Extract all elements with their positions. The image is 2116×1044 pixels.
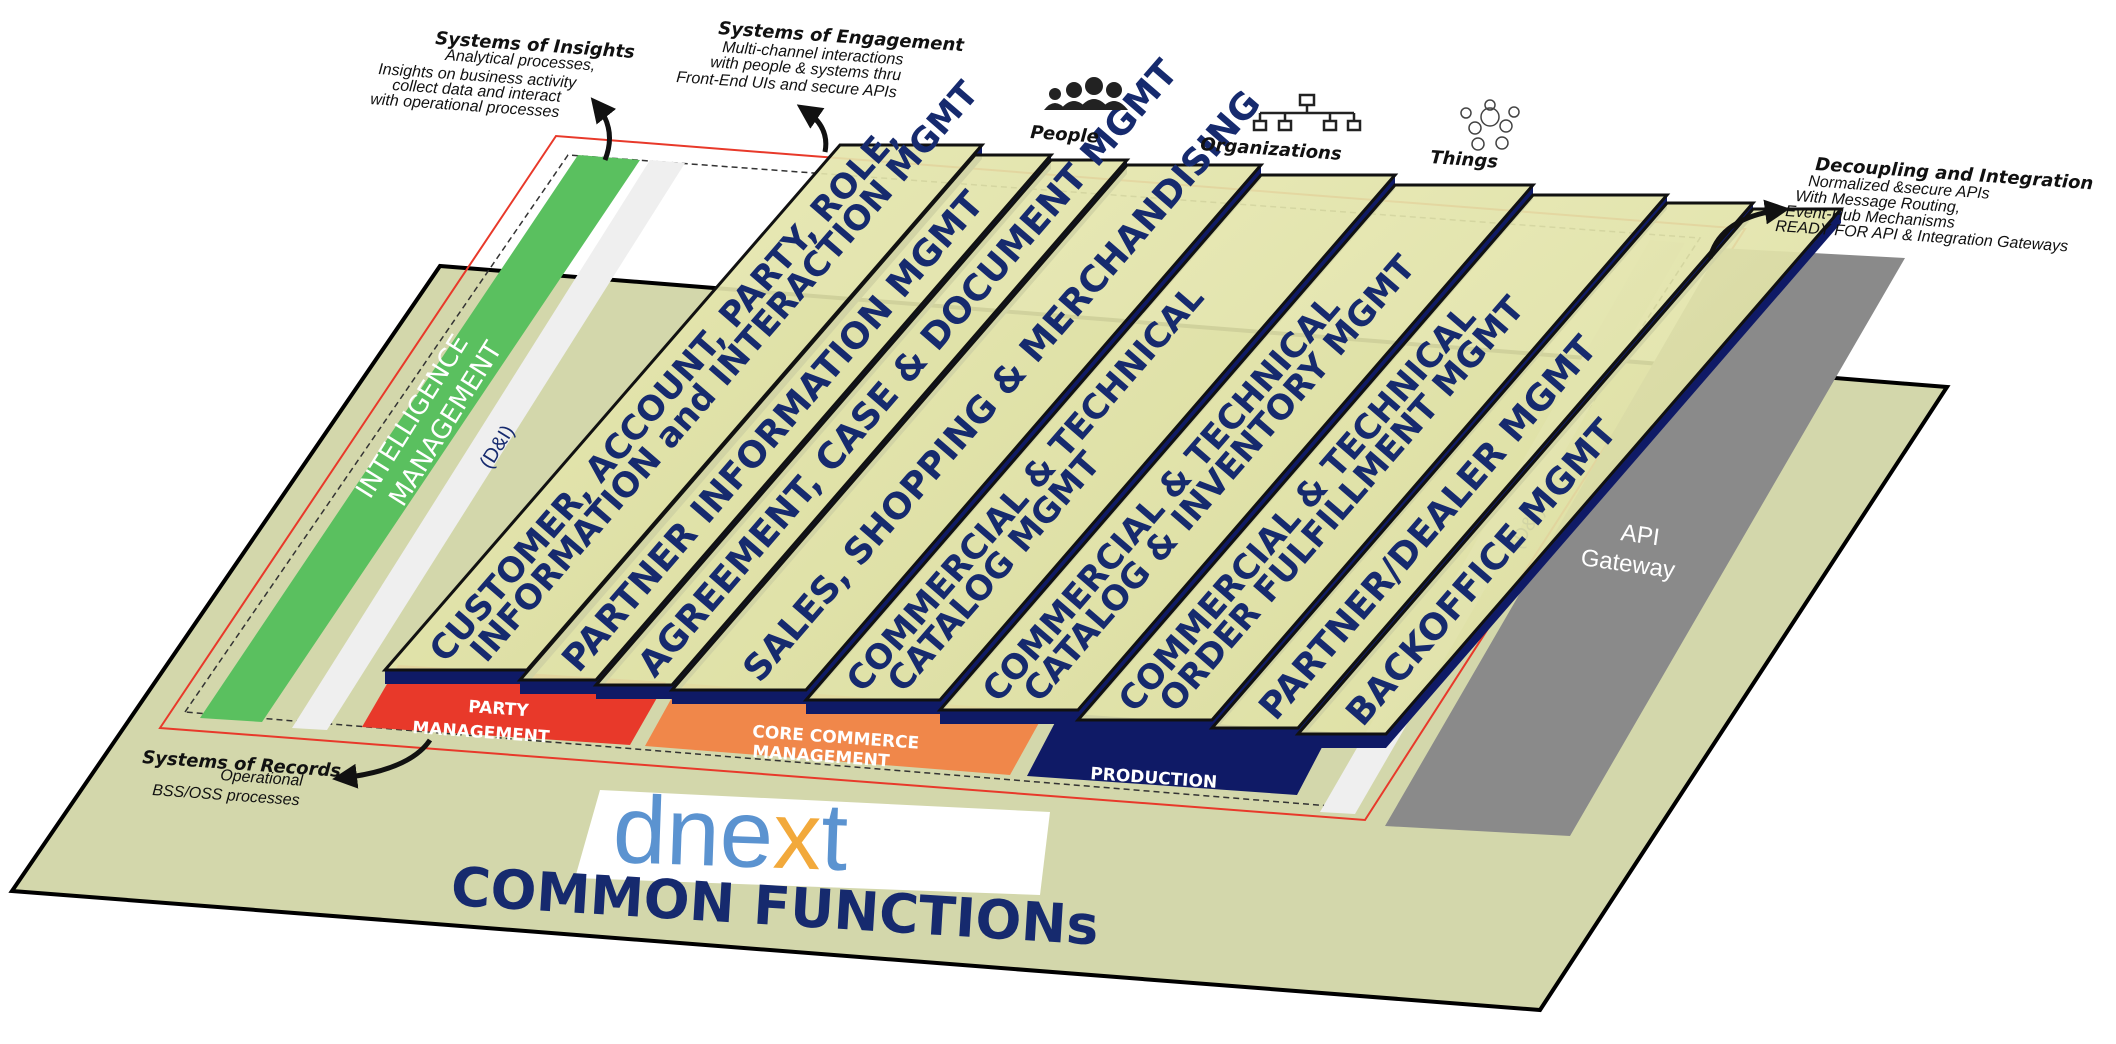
module-front [1298,734,1386,748]
party-label-line1: PARTY [468,697,530,721]
engagement-note: Systems of Engagement Multi-channel inte… [676,18,966,101]
module-front [940,710,1078,724]
module-top [802,173,1399,702]
api-gateway-label-line1: API [1619,519,1661,551]
module-front [672,690,806,704]
svg-text:dnext: dnext [611,776,849,891]
module-top [936,183,1537,712]
module-top [592,158,1131,687]
module-top [668,163,1265,692]
organization-chart-icon [1252,93,1362,132]
module-front [520,680,596,694]
module-front [1078,720,1212,734]
engagement-arrow [796,104,829,153]
people-label: People [1030,122,1100,148]
module-top [516,153,1055,682]
people-icon [1044,77,1128,110]
things-label: Things [1430,147,1499,173]
intelligence-management-bar [200,155,640,722]
module-top [381,143,986,672]
iot-things-icon [1460,99,1520,151]
records-arrow [332,738,433,789]
dnext-logo: dnext [575,776,1050,895]
svg-text:Operational: Operational [220,767,304,790]
di-strip-left [292,160,685,730]
module-front [596,685,672,699]
module-side [1386,209,1841,748]
module-front [1212,728,1298,742]
module-top [1074,193,1671,722]
insights-arrow [590,97,617,161]
module-top [1294,207,1845,736]
api-gateway-bar [1385,248,1905,836]
integration-arrow [1707,199,1790,259]
module-front [385,670,527,684]
module-top [1208,201,1757,730]
module-front [806,700,940,714]
